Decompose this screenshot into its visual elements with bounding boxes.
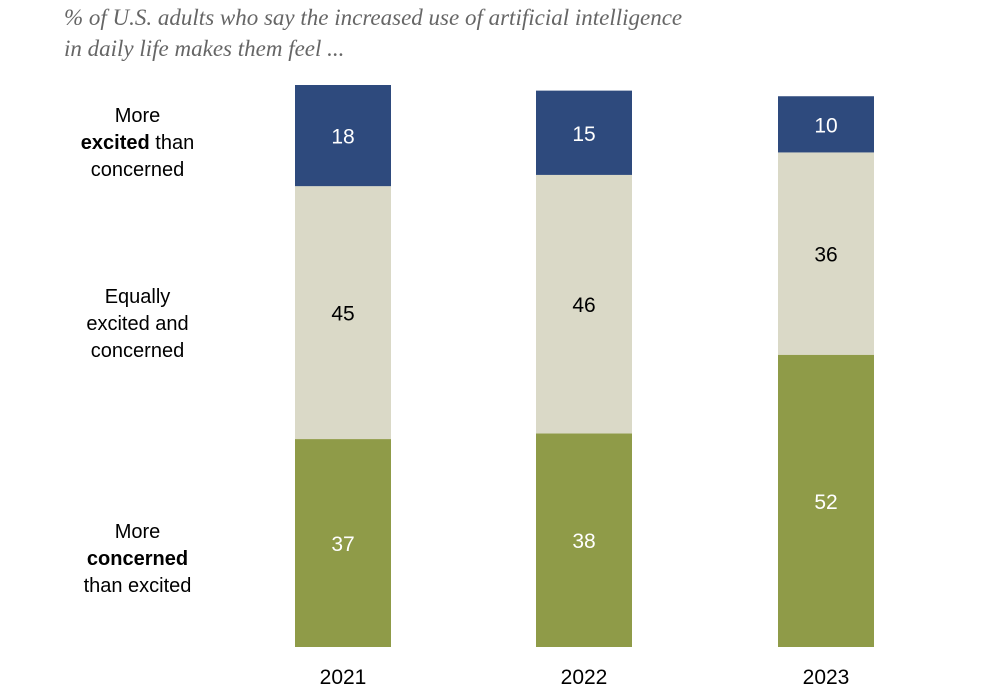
row-label-equally: Equally excited and concerned — [55, 284, 220, 365]
bar-segment-equal-2023 — [778, 152, 874, 355]
row-label-excited-post: than — [155, 132, 195, 154]
row-label-equal-line2: excited and — [86, 313, 189, 335]
data-label-concerned-2023: 52 — [814, 491, 837, 514]
bar-segment-equal-2022 — [536, 174, 632, 434]
bar-segment-concerned-2023 — [778, 354, 874, 647]
row-label-more-excited: More excited than concerned — [55, 103, 220, 184]
x-tick-label-2021: 2021 — [320, 666, 367, 689]
row-label-equal-line1: Equally — [104, 286, 171, 308]
bar-segment-excited-2022 — [536, 90, 632, 175]
row-label-excited-last: concerned — [90, 159, 185, 181]
chart-subtitle: % of U.S. adults who say the increased u… — [64, 5, 683, 61]
row-label-concerned-post: than excited — [83, 575, 192, 597]
data-label-concerned-2021: 37 — [331, 533, 354, 556]
data-label-equal-2021: 45 — [331, 303, 354, 326]
data-label-excited-2022: 15 — [572, 123, 595, 146]
bar-segment-concerned-2021 — [295, 439, 391, 647]
x-tick-label-2023: 2023 — [803, 666, 850, 689]
x-tick-label-2022: 2022 — [561, 666, 608, 689]
data-label-equal-2022: 46 — [572, 294, 595, 317]
row-label-excited-pre: More — [114, 105, 161, 127]
row-label-equal-line3: concerned — [90, 340, 185, 362]
bar-segment-excited-2021 — [295, 85, 391, 187]
row-label-concerned-pre: More — [114, 521, 161, 543]
data-label-equal-2023: 36 — [814, 244, 837, 267]
data-label-excited-2021: 18 — [331, 126, 354, 149]
row-label-excited-bold: excited — [80, 132, 150, 154]
data-label-concerned-2022: 38 — [572, 530, 595, 553]
bar-segment-equal-2021 — [295, 186, 391, 440]
row-label-more-concerned: More concerned than excited — [55, 519, 220, 600]
bar-segment-concerned-2022 — [536, 433, 632, 647]
row-label-concerned-bold: concerned — [86, 548, 189, 570]
bar-segment-excited-2023 — [778, 96, 874, 153]
data-label-excited-2023: 10 — [814, 114, 837, 137]
